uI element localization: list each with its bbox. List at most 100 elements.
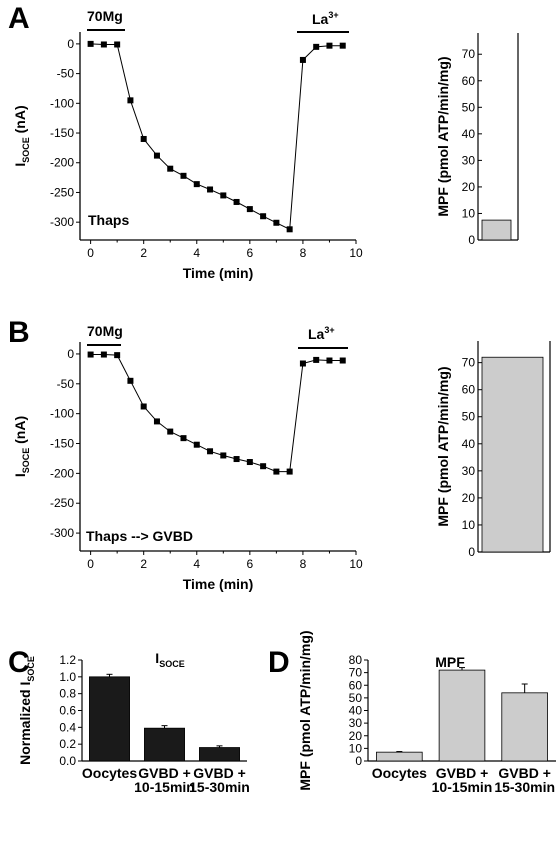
b-ylabel-unit: (nA) — [12, 416, 28, 448]
b-ytick-label: -250 — [50, 496, 74, 510]
a-data-point — [87, 40, 94, 47]
a-xtick-label: 10 — [349, 246, 363, 260]
b-data-point — [193, 441, 200, 448]
b-data-point — [220, 452, 227, 459]
d-ytick-label: 50 — [349, 691, 363, 705]
b-mpf-ytick-label: 0 — [468, 545, 475, 559]
a-mpf-ytick-label: 50 — [462, 100, 476, 114]
c-ytick-label: 1.2 — [59, 653, 76, 667]
b-mpf-ytick-label: 60 — [462, 383, 476, 397]
panel-letter-a: A — [8, 2, 30, 35]
c-category-label: Oocytes — [82, 765, 137, 781]
d-bar — [376, 751, 423, 762]
b-ylabel-sub: SOCE — [21, 448, 31, 474]
b-mpf-ytick-label: 10 — [462, 518, 476, 532]
a-mpf-ytick-label: 20 — [462, 180, 476, 194]
b-data-point — [153, 418, 160, 425]
b-mpf-bar — [481, 356, 544, 553]
b-data-point — [233, 456, 240, 463]
c-ytick-label: 0.8 — [59, 687, 76, 701]
a-la-sup: 3+ — [328, 10, 338, 20]
panel-letter-b: B — [8, 316, 30, 349]
c-bar — [199, 747, 240, 762]
b-data-point — [167, 428, 174, 435]
b-data-point — [180, 435, 187, 442]
a-data-point — [153, 152, 160, 159]
a-data-point — [299, 56, 306, 63]
b-xtick-label: 10 — [349, 557, 363, 571]
a-xtick-label: 6 — [247, 246, 254, 260]
c-ytick-label: 0.6 — [59, 704, 76, 718]
d-category-label: GVBD + — [498, 765, 551, 781]
b-condition-label: Thaps --> GVBD — [86, 528, 193, 544]
c-title: ISOCE — [155, 650, 184, 669]
b-mpf-ytick-label: 30 — [462, 464, 476, 478]
a-mpf-ytick-label: 0 — [468, 233, 475, 247]
c-category-label: GVBD + — [138, 765, 191, 781]
a-data-point — [100, 41, 107, 48]
a-data-point — [220, 192, 227, 199]
a-ylabel-main: I — [12, 163, 28, 167]
c-ytick-label: 0.2 — [59, 737, 76, 751]
b-ytick-label: 0 — [67, 347, 74, 361]
a-data-point — [273, 219, 280, 226]
d-category-label: GVBD + — [436, 765, 489, 781]
d-category-label: Oocytes — [372, 765, 427, 781]
a-data-point — [167, 165, 174, 172]
a-ytick-label: -250 — [50, 185, 74, 199]
b-xtick-label: 2 — [140, 557, 147, 571]
b-xlabel: Time (min) — [183, 576, 254, 592]
a-data-point — [246, 206, 253, 213]
b-data-point — [87, 351, 94, 358]
a-ylabel: ISOCE (nA) — [12, 105, 31, 166]
a-ytick-label: -100 — [50, 96, 74, 110]
a-data-point — [260, 213, 267, 220]
b-series-line — [90, 354, 343, 473]
b-mpf-ytick-label: 70 — [462, 356, 476, 370]
a-ytick-label: -200 — [50, 156, 74, 170]
a-data-point — [286, 226, 293, 233]
b-data-point — [140, 403, 147, 410]
a-data-point — [193, 181, 200, 188]
b-xtick-label: 4 — [193, 557, 200, 571]
b-xtick-label: 0 — [87, 557, 94, 571]
a-mpf-ytick-label: 30 — [462, 153, 476, 167]
d-ylabel-main: MPF (pmol ATP/min/mg) — [297, 630, 313, 790]
c-ytick-label: 0.4 — [59, 720, 76, 734]
c-category-label: GVBD + — [193, 765, 246, 781]
a-mpf-ylabel: MPF (pmol ATP/min/mg) — [435, 56, 451, 216]
b-data-point — [127, 377, 134, 384]
b-data-point — [299, 360, 306, 367]
b-data-point — [326, 357, 333, 364]
b-mpf-ylabel: MPF (pmol ATP/min/mg) — [435, 366, 451, 526]
a-data-point — [140, 135, 147, 142]
b-data-point — [260, 463, 267, 470]
a-xtick-label: 8 — [300, 246, 307, 260]
d-ytick-label: 0 — [355, 754, 362, 768]
a-mpf-ytick-label: 60 — [462, 74, 476, 88]
d-ytick-label: 30 — [349, 716, 363, 730]
c-ytick-label: 1.0 — [59, 670, 76, 684]
b-mpf-ytick-label: 50 — [462, 410, 476, 424]
c-bar — [89, 676, 130, 762]
a-70mg-label: 70Mg — [87, 8, 123, 24]
a-data-point — [114, 41, 121, 48]
a-data-point — [233, 198, 240, 205]
a-ytick-label: -300 — [50, 215, 74, 229]
a-xlabel: Time (min) — [183, 265, 254, 281]
a-data-point — [339, 42, 346, 49]
b-ytick-label: -50 — [57, 377, 75, 391]
a-mpf-ytick-label: 10 — [462, 206, 476, 220]
b-data-point — [273, 468, 280, 475]
d-ylabel: MPF (pmol ATP/min/mg) — [297, 630, 313, 790]
a-ylabel-unit: (nA) — [12, 105, 28, 137]
a-data-point — [127, 97, 134, 104]
c-ylabel: Normalized ISOCE — [17, 656, 36, 765]
b-ylabel: ISOCE (nA) — [12, 416, 31, 477]
a-xtick-label: 4 — [193, 246, 200, 260]
b-ytick-label: -200 — [50, 466, 74, 480]
c-category-label: 10-15min — [134, 779, 195, 795]
d-ytick-label: 20 — [349, 729, 363, 743]
d-bar — [438, 669, 486, 762]
